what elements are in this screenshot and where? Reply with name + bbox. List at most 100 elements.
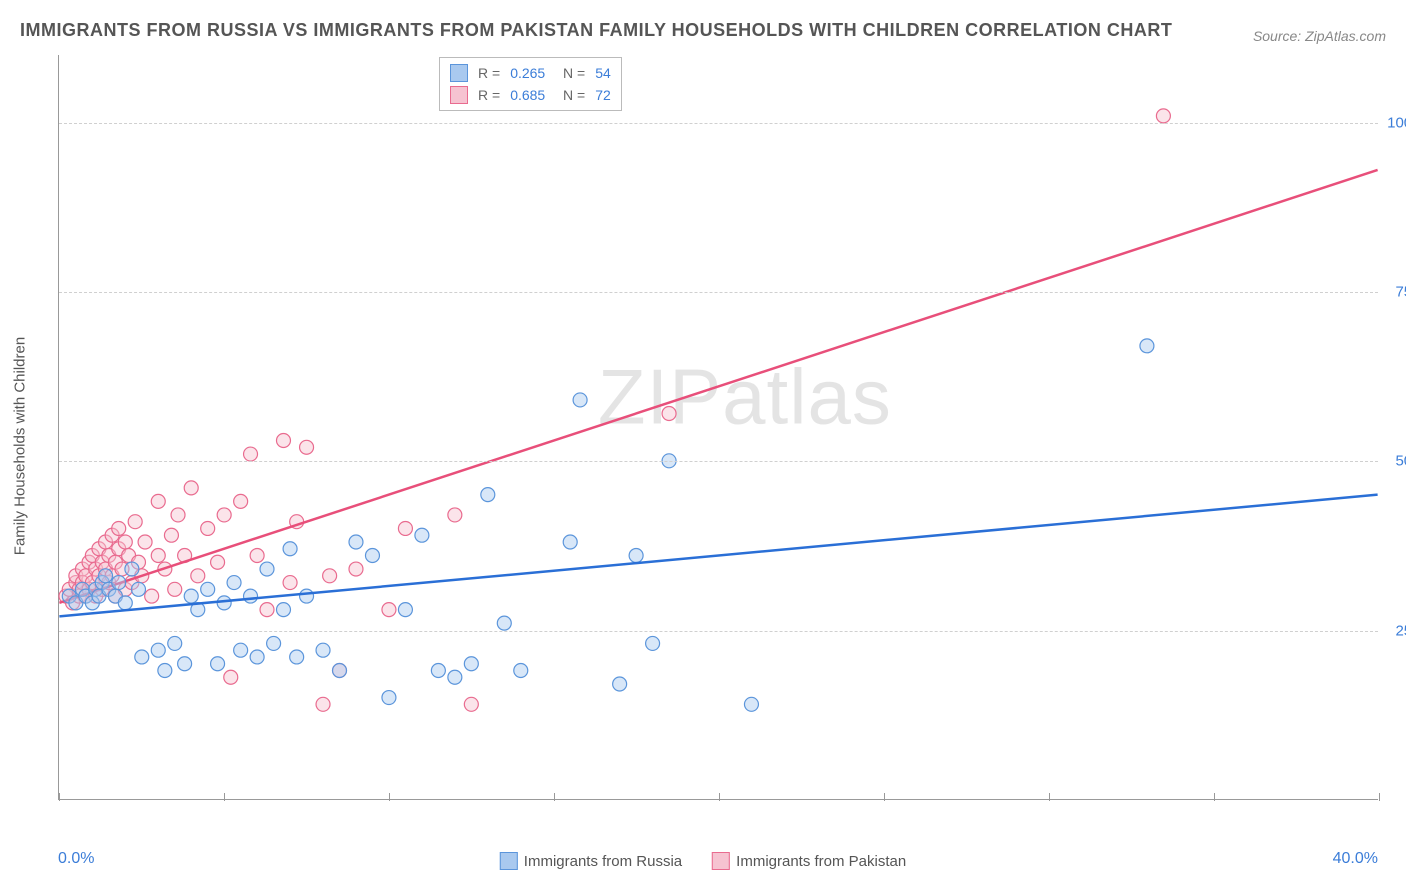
data-point [349,535,363,549]
x-tick-mark [884,793,885,801]
data-point [1140,339,1154,353]
data-point [151,549,165,563]
data-point [227,576,241,590]
y-tick-label: 100.0% [1387,114,1406,131]
data-point [171,508,185,522]
data-point [224,670,238,684]
data-point [244,447,258,461]
y-tick-label: 50.0% [1395,453,1406,470]
legend-label-pakistan: Immigrants from Pakistan [736,853,906,870]
trend-line [59,170,1377,603]
data-point [398,603,412,617]
data-point [250,650,264,664]
data-point [211,657,225,671]
data-point [415,528,429,542]
data-point [151,643,165,657]
legend-swatch-russia [500,852,518,870]
data-point [168,636,182,650]
data-point [260,562,274,576]
data-point [613,677,627,691]
data-point [646,636,660,650]
data-point [191,569,205,583]
data-point [300,589,314,603]
data-point [448,508,462,522]
data-point [276,434,290,448]
x-tick-mark [1049,793,1050,801]
x-tick-mark [1214,793,1215,801]
data-point [448,670,462,684]
data-point [184,589,198,603]
chart-plot-area: ZIPatlas R = 0.265 N = 54 R = 0.685 N = … [58,55,1378,800]
data-point [333,664,347,678]
data-point [128,515,142,529]
x-tick-mark [1379,793,1380,801]
x-tick-mark [59,793,60,801]
data-point [464,697,478,711]
data-point [131,582,145,596]
data-point [573,393,587,407]
data-point [135,650,149,664]
data-point [184,481,198,495]
stats-row-russia: R = 0.265 N = 54 [450,62,611,84]
x-tick-mark [554,793,555,801]
data-point [316,697,330,711]
data-point [250,549,264,563]
gridline-h [59,292,1378,293]
data-point [323,569,337,583]
data-point [99,569,113,583]
data-point [244,589,258,603]
data-point [201,521,215,535]
data-point [744,697,758,711]
data-point [168,582,182,596]
data-point [283,576,297,590]
scatter-plot-svg [59,55,1378,799]
data-point [158,664,172,678]
legend-item-pakistan: Immigrants from Pakistan [712,852,906,870]
y-tick-label: 25.0% [1395,622,1406,639]
y-tick-label: 75.0% [1395,284,1406,301]
data-point [464,657,478,671]
x-axis-min-label: 0.0% [58,850,94,868]
stats-swatch-russia [450,64,468,82]
data-point [1156,109,1170,123]
data-point [112,576,126,590]
data-point [349,562,363,576]
data-point [382,603,396,617]
chart-title: IMMIGRANTS FROM RUSSIA VS IMMIGRANTS FRO… [20,20,1172,41]
data-point [145,589,159,603]
data-point [164,528,178,542]
data-point [481,488,495,502]
data-point [217,508,231,522]
data-point [267,636,281,650]
data-point [398,521,412,535]
data-point [382,691,396,705]
data-point [112,521,126,535]
data-point [497,616,511,630]
data-point [514,664,528,678]
data-point [316,643,330,657]
data-point [151,494,165,508]
gridline-h [59,631,1378,632]
x-axis-max-label: 40.0% [1333,850,1378,868]
data-point [118,596,132,610]
data-point [563,535,577,549]
data-point [234,643,248,657]
data-point [300,440,314,454]
data-point [118,535,132,549]
data-point [125,562,139,576]
data-point [283,542,297,556]
data-point [276,603,290,617]
data-point [260,603,274,617]
data-point [138,535,152,549]
data-point [629,549,643,563]
data-point [234,494,248,508]
data-point [290,650,304,664]
data-point [365,549,379,563]
data-point [201,582,215,596]
x-tick-mark [389,793,390,801]
data-point [662,406,676,420]
x-tick-mark [719,793,720,801]
x-tick-mark [224,793,225,801]
data-point [211,555,225,569]
gridline-h [59,123,1378,124]
